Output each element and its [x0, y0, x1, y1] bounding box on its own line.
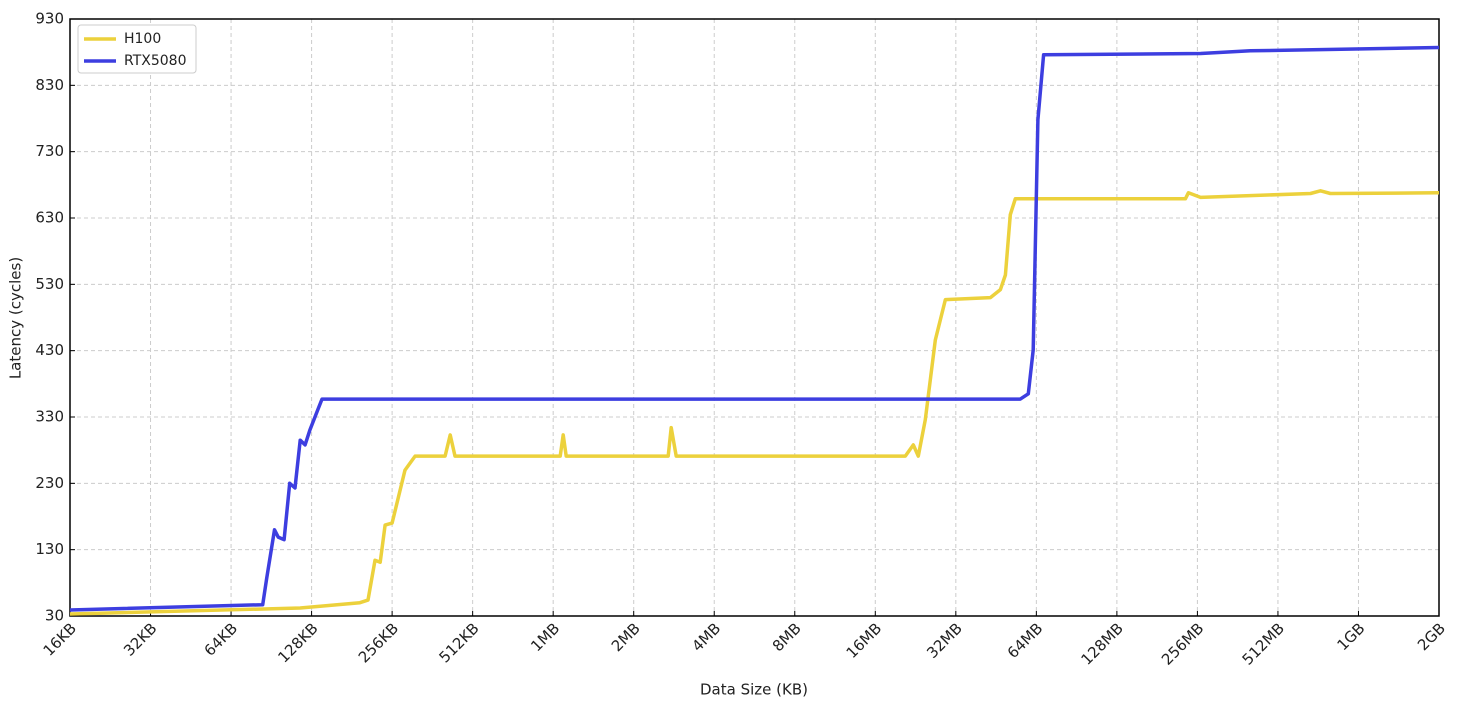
y-tick-label: 430 — [35, 341, 64, 359]
plot-frame — [69, 18, 1440, 617]
x-tick-label: 1MB — [527, 619, 563, 655]
legend-label: H100 — [124, 31, 161, 47]
y-tick-label: 30 — [45, 607, 64, 625]
x-tick-label: 64KB — [201, 619, 241, 659]
y-axis-label: Latency (cycles) — [7, 257, 25, 379]
legend-label: RTX5080 — [124, 53, 186, 69]
y-tick-label: 930 — [35, 10, 64, 28]
y-tick-label: 730 — [35, 142, 64, 160]
x-tick-label: 512MB — [1239, 619, 1288, 668]
y-tick-label: 130 — [35, 540, 64, 558]
x-tick-label: 128KB — [274, 619, 321, 666]
x-tick-label: 512KB — [435, 619, 482, 666]
y-tick-label: 630 — [35, 209, 64, 227]
x-tick-label: 8MB — [769, 619, 805, 655]
x-tick-label: 2GB — [1414, 619, 1449, 654]
x-tick-label: 128MB — [1077, 619, 1126, 668]
x-tick-label: 64MB — [1004, 619, 1047, 662]
x-axis-label: Data Size (KB) — [700, 681, 808, 699]
x-tick-label: 16KB — [40, 619, 80, 659]
x-tick-label: 32KB — [120, 619, 160, 659]
x-tick-label: 256KB — [355, 619, 402, 666]
y-tick-label: 230 — [35, 474, 64, 492]
line-series — [69, 45, 1440, 612]
x-tick-label: 32MB — [923, 619, 966, 662]
x-tick-label: 2MB — [608, 619, 644, 655]
y-tick-label: 330 — [35, 408, 64, 426]
x-tick-label: 1GB — [1334, 619, 1369, 654]
y-tick-label: 530 — [35, 275, 64, 293]
x-tick-label: 4MB — [688, 619, 724, 655]
line-series — [69, 189, 1440, 616]
x-tick-label: 16MB — [843, 619, 886, 662]
y-tick-label: 830 — [35, 76, 64, 94]
x-tick-label: 256MB — [1158, 619, 1207, 668]
